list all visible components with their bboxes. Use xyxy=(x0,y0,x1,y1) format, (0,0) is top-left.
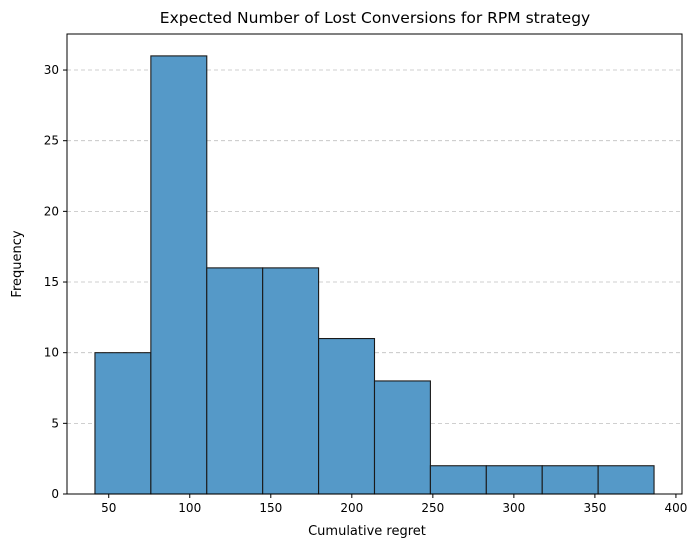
chart-title: Expected Number of Lost Conversions for … xyxy=(160,9,590,27)
x-tick-label: 350 xyxy=(583,501,606,515)
y-axis-label: Frequency xyxy=(10,230,25,297)
y-tick-label: 15 xyxy=(44,275,59,289)
y-axis-ticks: 0 5 10 15 20 25 30 xyxy=(44,63,67,501)
x-axis-ticks: 50 100 150 200 250 300 350 400 xyxy=(101,494,687,515)
y-tick-label: 5 xyxy=(51,416,59,430)
x-tick-label: 150 xyxy=(259,501,282,515)
x-axis-label: Cumulative regret xyxy=(308,524,426,539)
x-tick-label: 50 xyxy=(101,501,116,515)
x-tick-label: 250 xyxy=(421,501,444,515)
x-tick-label: 100 xyxy=(178,501,201,515)
histogram-bar xyxy=(150,55,208,495)
y-tick-label: 20 xyxy=(44,204,59,218)
histogram-bars xyxy=(94,55,655,495)
histogram-bar xyxy=(541,465,599,495)
x-tick-label: 200 xyxy=(340,501,363,515)
y-tick-label: 30 xyxy=(44,63,59,77)
histogram-bar xyxy=(429,465,487,495)
histogram-bar xyxy=(485,465,543,495)
x-tick-label: 400 xyxy=(664,501,687,515)
y-tick-label: 0 xyxy=(51,487,59,501)
plot-frame xyxy=(66,33,683,495)
histogram-bar xyxy=(373,380,431,495)
y-tick-label: 10 xyxy=(44,346,59,360)
histogram-bar xyxy=(262,267,320,495)
histogram-bar xyxy=(94,352,152,495)
histogram-bar xyxy=(318,337,376,495)
histogram-bar xyxy=(597,465,655,495)
y-gridlines xyxy=(67,69,682,424)
x-tick-label: 300 xyxy=(502,501,525,515)
histogram-bar xyxy=(206,267,264,495)
y-tick-label: 25 xyxy=(44,134,59,148)
